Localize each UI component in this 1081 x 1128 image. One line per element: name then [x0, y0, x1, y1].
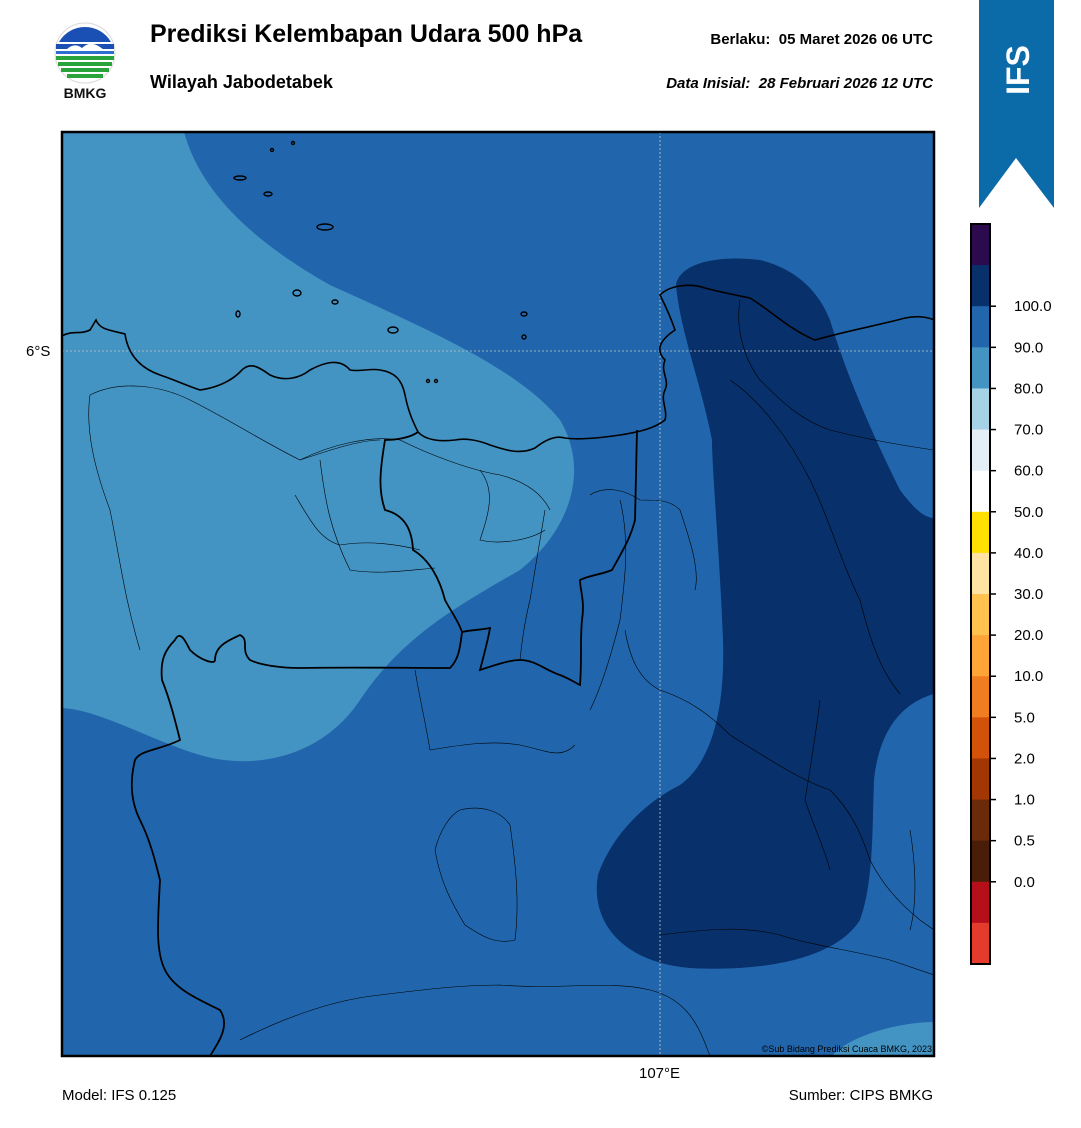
model-badge: IFS [979, 0, 1054, 208]
islands [233, 140, 528, 384]
colorbar-band [971, 799, 990, 842]
colorbar-tick-label: 80.0 [1014, 380, 1043, 397]
district-boundaries [88, 299, 934, 1056]
colorbar-tick-label: 0.0 [1014, 874, 1035, 891]
coastline [62, 284, 934, 453]
colorbar-tick-label: 1.0 [1014, 792, 1035, 809]
colorbar-band [971, 224, 990, 266]
latitude-label: 6°S [26, 343, 51, 360]
logo-text: BMKG [64, 85, 107, 101]
colorbar-tick-label: 70.0 [1014, 422, 1043, 439]
valid-time: Berlaku: 05 Maret 2026 06 UTC [710, 31, 933, 48]
colorbar-tick-label: 10.0 [1014, 668, 1043, 685]
colorbar-band [971, 594, 990, 636]
colorbar-band [971, 306, 990, 348]
humidity-map: ©Sub Bidang Prediksi Cuaca BMKG, 2023 [60, 130, 936, 1058]
map-copyright: ©Sub Bidang Prediksi Cuaca BMKG, 2023 [762, 1044, 932, 1054]
colorbar-tick-label: 50.0 [1014, 504, 1043, 521]
longitude-label: 107°E [639, 1065, 681, 1082]
model-badge-text: IFS [1000, 45, 1036, 95]
humidity-90-100-zone [596, 258, 934, 969]
colorbar-tick-label: 90.0 [1014, 339, 1043, 356]
data-source: Sumber: CIPS BMKG [788, 1087, 933, 1104]
colorbar-band [971, 840, 990, 883]
colorbar-band [971, 429, 990, 472]
colorbar-band [971, 881, 990, 924]
colorbar-band [971, 676, 990, 718]
colorbar-tick-label: 20.0 [1014, 627, 1043, 644]
init-label: Data Inisial: [666, 75, 751, 92]
humidity-70-80-corner [62, 132, 82, 148]
colorbar-tick-label: 60.0 [1014, 463, 1043, 480]
colorbar-band [971, 511, 990, 554]
colorbar-tick-label: 40.0 [1014, 545, 1043, 562]
map-title: Prediksi Kelembapan Udara 500 hPa [150, 20, 583, 48]
colorbar-tick-label: 5.0 [1014, 709, 1035, 726]
colorbar-band [971, 758, 990, 801]
colorbar-legend: 100.0 90.0 80.0 70.0 60.0 50.0 40.0 30.0 20.0 10.… [970, 223, 1052, 965]
valid-value: 05 Maret 2026 06 UTC [778, 31, 933, 48]
colorbar-band [971, 635, 990, 677]
map-frame [60, 130, 936, 1058]
model-info: Model: IFS 0.125 [62, 1087, 177, 1104]
colorbar-band [971, 922, 990, 965]
colorbar-band [971, 265, 990, 307]
colorbar-band [971, 388, 990, 431]
colorbar-band [971, 347, 990, 389]
colorbar-band [971, 717, 990, 759]
colorbar-tick-label: 100.0 [1014, 298, 1052, 315]
colorbar-tick-label: 0.5 [1014, 833, 1035, 850]
init-value: 28 Februari 2026 12 UTC [758, 75, 933, 92]
humidity-70-80-se [832, 1022, 934, 1056]
colorbar-tick-label: 2.0 [1014, 750, 1035, 767]
region-subtitle: Wilayah Jabodetabek [150, 72, 333, 92]
colorbar-band [971, 470, 990, 513]
bmkg-logo: BMKG [54, 22, 116, 101]
province-boundaries [130, 429, 638, 1056]
colorbar-band [971, 552, 990, 595]
init-time: Data Inisial: 28 Februari 2026 12 UTC [666, 75, 933, 92]
colorbar-tick-label: 30.0 [1014, 586, 1043, 603]
valid-label: Berlaku: [710, 31, 771, 48]
